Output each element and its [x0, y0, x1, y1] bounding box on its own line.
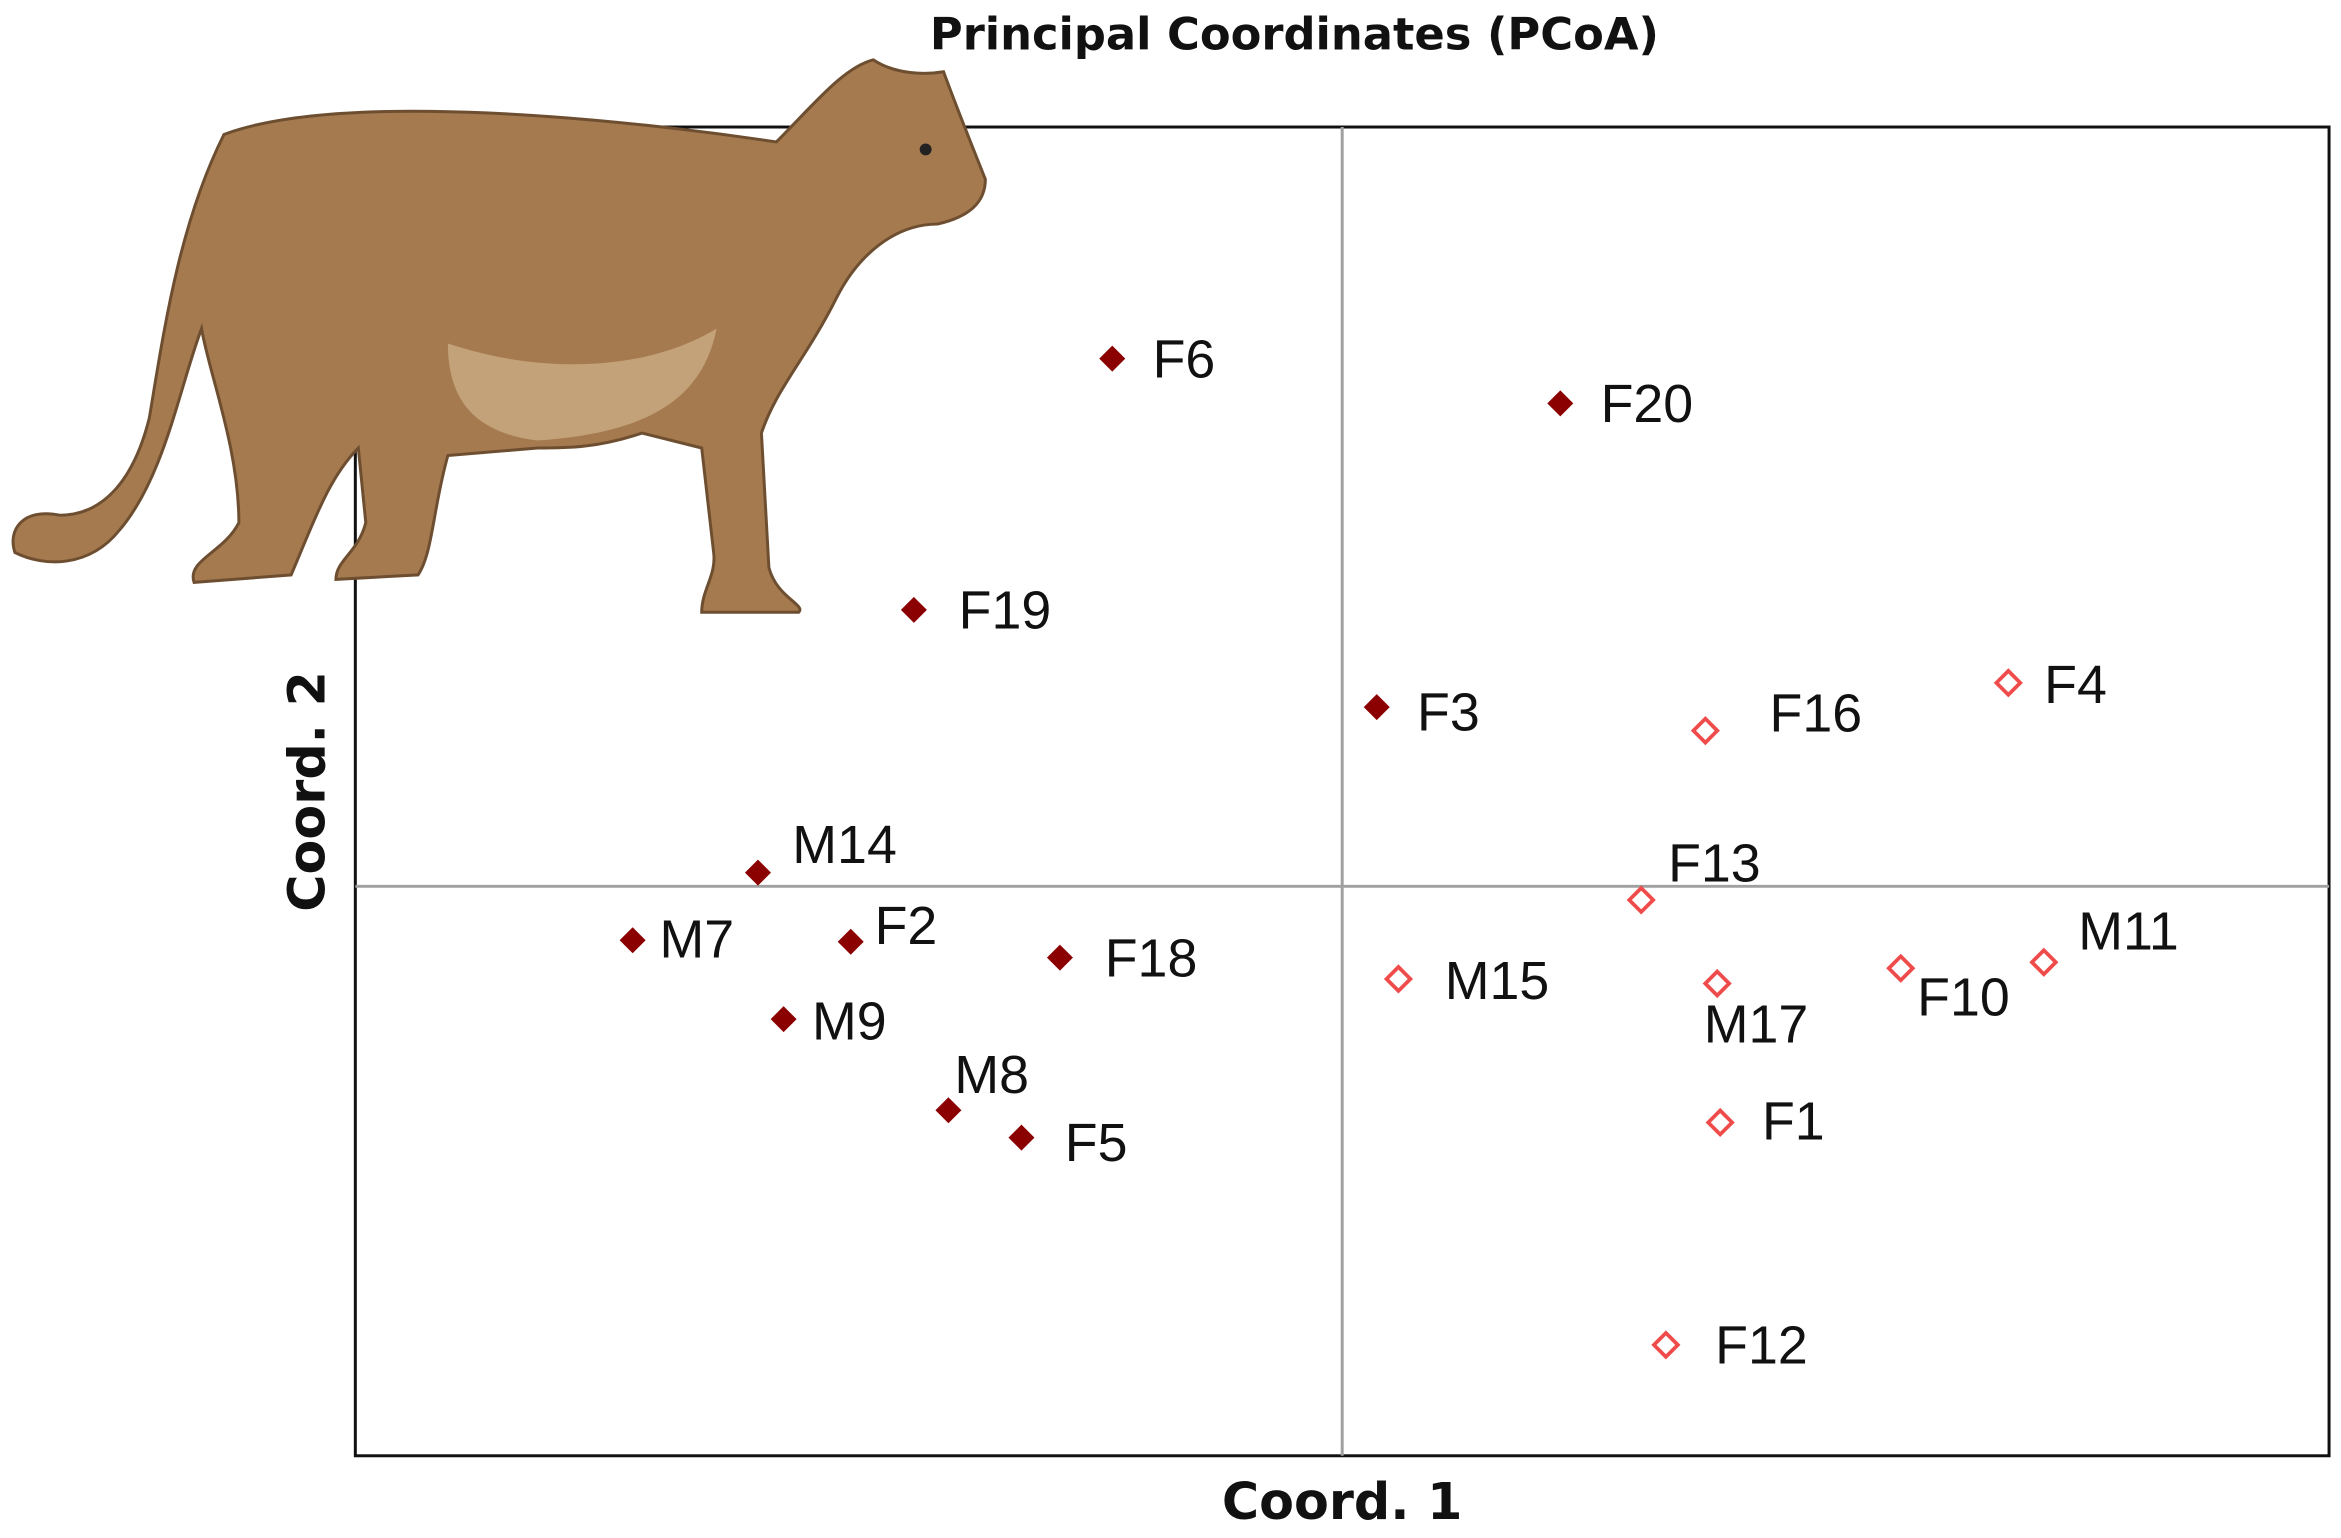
point-label: M11	[2078, 902, 2179, 962]
point-label: M9	[812, 991, 887, 1051]
point-label: M14	[792, 815, 897, 875]
point	[1099, 345, 1126, 372]
point-label: F4	[2044, 655, 2107, 715]
point-label: F20	[1601, 374, 1694, 434]
point	[1626, 885, 1656, 915]
point-label: F3	[1417, 682, 1480, 742]
point-label: M8	[954, 1045, 1029, 1105]
point	[619, 927, 646, 954]
point	[1008, 1124, 1035, 1151]
point	[1690, 716, 1720, 746]
point	[1383, 964, 1414, 994]
point-label: F2	[875, 896, 938, 956]
cougar-illustration	[11, 58, 987, 614]
point-label: M7	[660, 909, 735, 969]
point	[744, 859, 771, 886]
point-label: F16	[1770, 683, 1863, 743]
point-label: F6	[1153, 329, 1216, 389]
point-label: F12	[1715, 1316, 1808, 1376]
point	[1705, 1107, 1735, 1138]
axes	[355, 127, 2330, 1456]
point	[770, 1006, 797, 1033]
point-label: F1	[1762, 1092, 1825, 1152]
point-label: M15	[1445, 951, 1550, 1011]
point-label: F19	[959, 581, 1052, 641]
points: F6 F20 F19 F3 M14 M7 F2 F18 M9 M8 F5 F16 F4 F13 M15 M17…	[619, 329, 2179, 1376]
point-label: F5	[1065, 1113, 1128, 1173]
point	[1702, 968, 1732, 999]
point	[900, 596, 927, 623]
y-axis-label: Coord. 2	[278, 671, 337, 912]
chart-title: Principal Coordinates (PCoA)	[930, 7, 1659, 60]
point-label: M17	[1704, 994, 1809, 1054]
x-axis-label: Coord. 1	[1222, 1472, 1463, 1531]
point	[837, 928, 864, 955]
point	[1363, 694, 1390, 721]
point-label: F13	[1668, 833, 1761, 893]
point	[1993, 668, 2023, 698]
point-label: F18	[1105, 928, 1198, 988]
point	[1046, 944, 1073, 971]
point	[1651, 1330, 1681, 1360]
point	[1547, 390, 1574, 417]
point-label: F10	[1917, 967, 2010, 1027]
point	[2029, 947, 2059, 977]
point	[935, 1097, 962, 1124]
point	[1886, 953, 1916, 983]
